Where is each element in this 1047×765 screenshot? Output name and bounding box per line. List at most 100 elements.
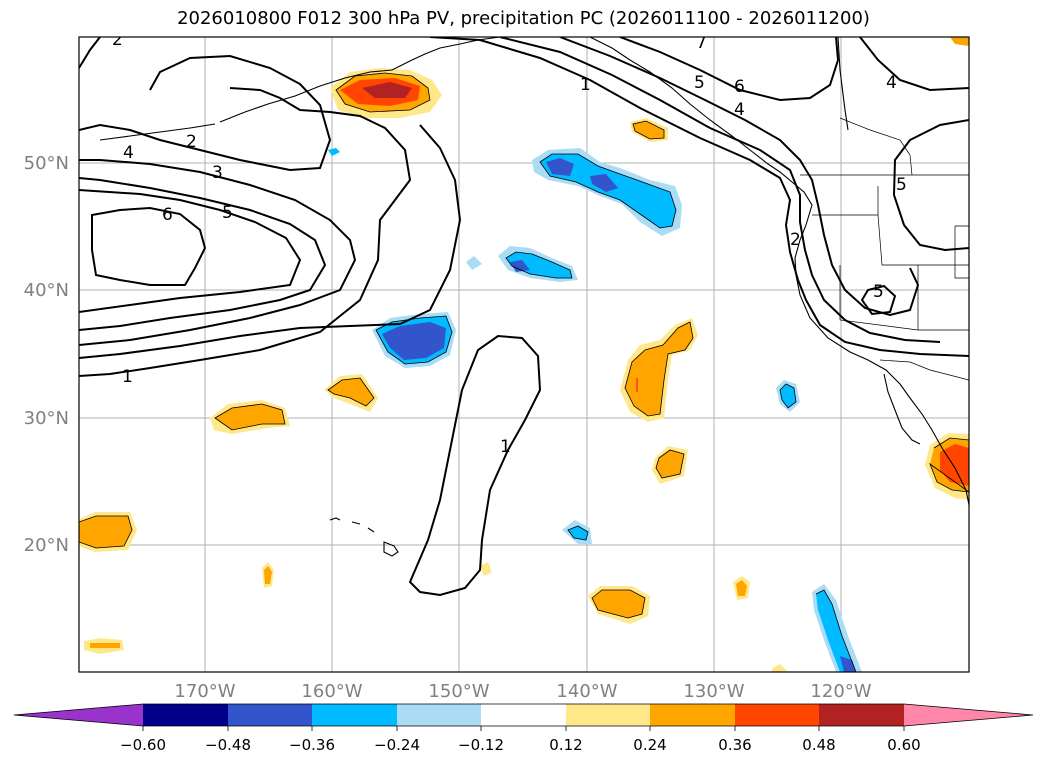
longitude-labels: 170°W 160°W 150°W 140°W 130°W 120°W [174,681,871,702]
pv-contour-5-inland [860,284,897,316]
political-boundaries [800,117,969,381]
lat-label-40n: 40°N [24,280,69,301]
coastline-inland [837,37,849,131]
pv-contour-2-corner [79,37,101,69]
precip-outline [655,449,685,479]
border-states-nw [812,186,969,266]
coastline-baja [883,373,921,445]
pv-contour-label: 5 [694,73,705,93]
precip-outline [539,153,677,229]
colorbar-segment [819,704,904,726]
colorbar-tick-label: −0.12 [458,736,504,754]
coastline-hawaii [329,517,399,557]
colorbar-tick-label: 0.36 [718,736,751,754]
lat-label-50n: 50°N [24,153,69,174]
precip-area-corner [950,37,969,46]
colorbar-tick-label: 0.60 [887,736,920,754]
precip-neg-area-tiny2 [328,148,340,156]
precip-neg-area-tiny1 [466,256,482,270]
precip-neg-area-south-core [816,590,856,672]
precip-outline [624,321,694,417]
pv-contour-2 [79,124,462,359]
colorbar-segment [650,704,735,726]
pv-contour-2-north [79,54,332,172]
pv-contour-label: 2 [790,230,801,250]
pv-contour-5 [79,189,302,313]
border-us-mexico [879,359,969,381]
precip-outline [79,515,133,549]
colorbar-segment [312,704,397,726]
coastline-alaska [219,37,501,123]
colorbar-segment [143,704,228,726]
precip-area-tiny3-core [736,580,747,596]
colorbar-tick-label: 0.24 [633,736,666,754]
precip-area-outlines [79,72,969,672]
pv-contour-3-east [559,37,920,317]
colorbar-tick-label: 0.12 [549,736,582,754]
colorbar-tick-label: −0.48 [205,736,251,754]
precip-outline [779,383,797,409]
pv-contour-label: 1 [500,437,511,457]
pv-contour-label: 3 [212,163,223,183]
pv-contour-label: 4 [123,143,134,163]
pv-contour-6-east [619,37,840,102]
precip-area-tiny4 [480,562,492,576]
pv-contour-label: 1 [580,75,591,95]
pv-contour-label: 2 [112,30,123,50]
pv-contour-label: 7 [696,33,707,53]
precip-area-central-core [625,322,693,416]
map-title: 2026010800 F012 300 hPa PV, precipitatio… [177,8,870,29]
pv-contour-label: 5 [896,175,907,195]
latitude-labels: 50°N 40°N 30°N 20°N [24,153,69,556]
pv-contour-3 [79,159,357,346]
coastline-west-coast [589,37,969,506]
precip-outline [815,589,857,672]
precip-outline [505,251,573,279]
precip-neg-area-mid-core [506,252,572,278]
pv-contours [79,37,969,597]
colorbar-segment [397,704,481,726]
pv-contour-label: 6 [162,205,173,225]
lat-label-30n: 30°N [24,408,69,429]
precip-area-tiny2-core [90,643,120,648]
lon-label-160w: 160°W [301,681,362,702]
precip-outline [591,589,646,619]
precip-neg-area-north-max1 [546,158,574,176]
lat-label-20n: 20°N [24,535,69,556]
colorbar-tick-label: −0.36 [289,736,335,754]
pv-contour-label: 5 [873,282,884,302]
lon-label-120w: 120°W [810,681,871,702]
precip-outline [335,72,431,113]
colorbar-segment [228,704,312,726]
precip-neg-area-north-max2 [590,174,618,192]
pv-contour-label: 6 [734,77,745,97]
border-bc-alberta [839,117,913,176]
precip-outline [567,525,589,541]
precip-outline [929,437,969,493]
colorbar-segment [735,704,819,726]
precip-area-s140w-core [592,590,645,618]
map-plot-area: 2 4 2 3 5 6 1 1 5 6 4 4 5 2 5 1 7 [79,30,969,672]
lon-label-140w: 140°W [556,681,617,702]
lon-label-150w: 150°W [428,681,489,702]
precip-outline [632,120,665,140]
coastline-aleutians [99,123,216,141]
precip-area-ne-small-core [633,121,664,139]
colorbar-extend-low [14,704,143,726]
graticule [79,37,969,672]
colorbar-tick-label: 0.48 [802,736,835,754]
pv-contour-6 [91,206,207,286]
colorbar-extend-high [904,704,1033,726]
precip-neg-area-south-max [840,656,856,672]
precip-area-w20n-core [79,516,132,548]
colorbar-tick-label: −0.60 [120,736,166,754]
precip-neg-area-west-max [382,322,446,360]
pv-contour-1-tropical [408,334,542,597]
pv-contour-label: 1 [122,367,133,387]
colorbar-tick-labels: −0.60 −0.48 −0.36 −0.24 −0.12 0.12 0.24 … [120,736,921,754]
colorbar: −0.60 −0.48 −0.36 −0.24 −0.12 0.12 0.24 … [13,703,1034,754]
pv-contour-label: 4 [886,73,897,93]
map-frame [78,36,970,673]
precip-area-160w-core [328,378,374,406]
